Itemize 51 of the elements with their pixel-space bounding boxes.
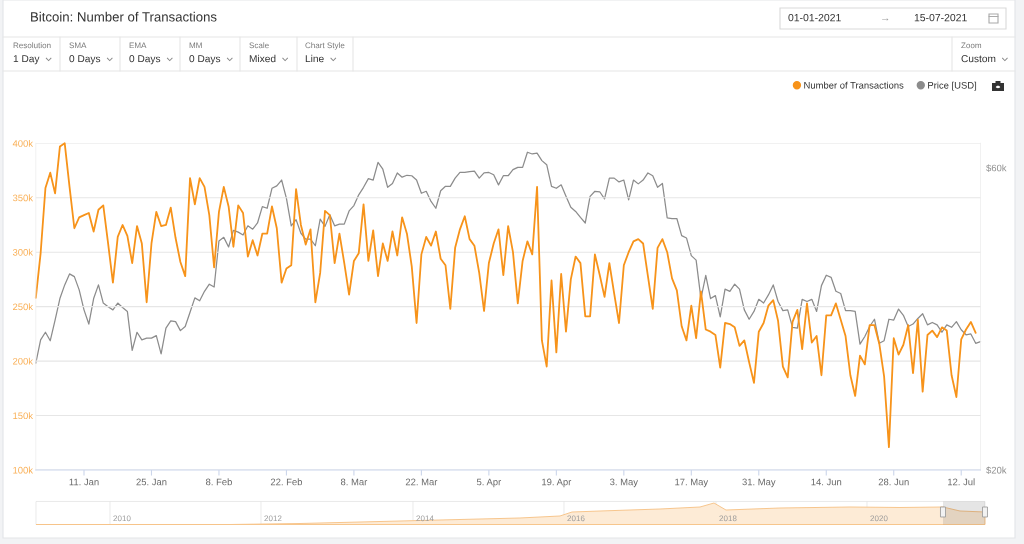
text: 0 Days xyxy=(69,55,101,65)
text: 0 Days xyxy=(129,55,161,65)
text: 2010 xyxy=(113,515,131,522)
x-tick-label: 8. Mar xyxy=(340,478,368,486)
text: SMA xyxy=(69,42,87,49)
y2-tick-label: $20k xyxy=(986,466,1007,475)
y-tick-label: 250k xyxy=(13,303,34,311)
text: Scale xyxy=(249,42,269,49)
legend-label: Number of Transactions xyxy=(804,81,904,89)
text: 0 Days xyxy=(189,55,221,65)
y-tick-label: 300k xyxy=(12,248,34,256)
x-tick-label: 8. Feb xyxy=(205,478,232,486)
text: 2018 xyxy=(719,515,737,522)
y-tick-label: 200k xyxy=(13,357,34,365)
chart-title: Bitcoin: Number of Transactions xyxy=(31,11,217,22)
text: 2020 xyxy=(870,515,888,522)
text: Resolution xyxy=(13,42,51,49)
y-tick-label: 400k xyxy=(12,139,34,147)
text: Line xyxy=(305,54,324,63)
text: 15-07-2021 xyxy=(914,13,967,22)
x-tick-label: 3. May xyxy=(610,478,638,488)
y2-tick-label: $60k xyxy=(986,164,1007,172)
text: Custom xyxy=(961,55,996,63)
x-tick-label: 22. Feb xyxy=(270,478,303,486)
text: Mixed xyxy=(249,54,276,63)
text: Chart Style xyxy=(305,42,345,50)
text: 2016 xyxy=(567,515,585,522)
y-tick-label: 350k xyxy=(12,194,34,202)
text: 2012 xyxy=(264,515,282,522)
x-tick-label: 22. Mar xyxy=(405,478,438,486)
text: → xyxy=(882,18,889,21)
text: Zoom xyxy=(961,42,982,49)
x-tick-label: 14. Jun xyxy=(811,478,842,486)
line-series xyxy=(35,151,982,364)
line-series xyxy=(34,142,977,449)
x-tick-label: 11. Jan xyxy=(69,478,99,486)
x-tick-label: 5. Apr xyxy=(476,478,502,488)
text: MM xyxy=(189,42,202,49)
x-tick-label: 17. May xyxy=(675,478,709,488)
text: 01-01-2021 xyxy=(788,13,841,22)
x-tick-label: 31. May xyxy=(742,478,776,488)
x-tick-label: 25. Jan xyxy=(136,478,167,486)
text: 1 Day xyxy=(13,55,40,65)
x-tick-label: 12. Jul xyxy=(948,478,975,486)
text: EMA xyxy=(129,42,147,49)
y-tick-label: 100k xyxy=(13,466,34,474)
y-tick-label: 150k xyxy=(13,412,34,420)
x-tick-label: 19. Apr xyxy=(542,478,572,488)
text: 2014 xyxy=(416,515,434,522)
x-tick-label: 28. Jun xyxy=(878,478,909,486)
legend-label: Price [USD] xyxy=(928,81,977,91)
